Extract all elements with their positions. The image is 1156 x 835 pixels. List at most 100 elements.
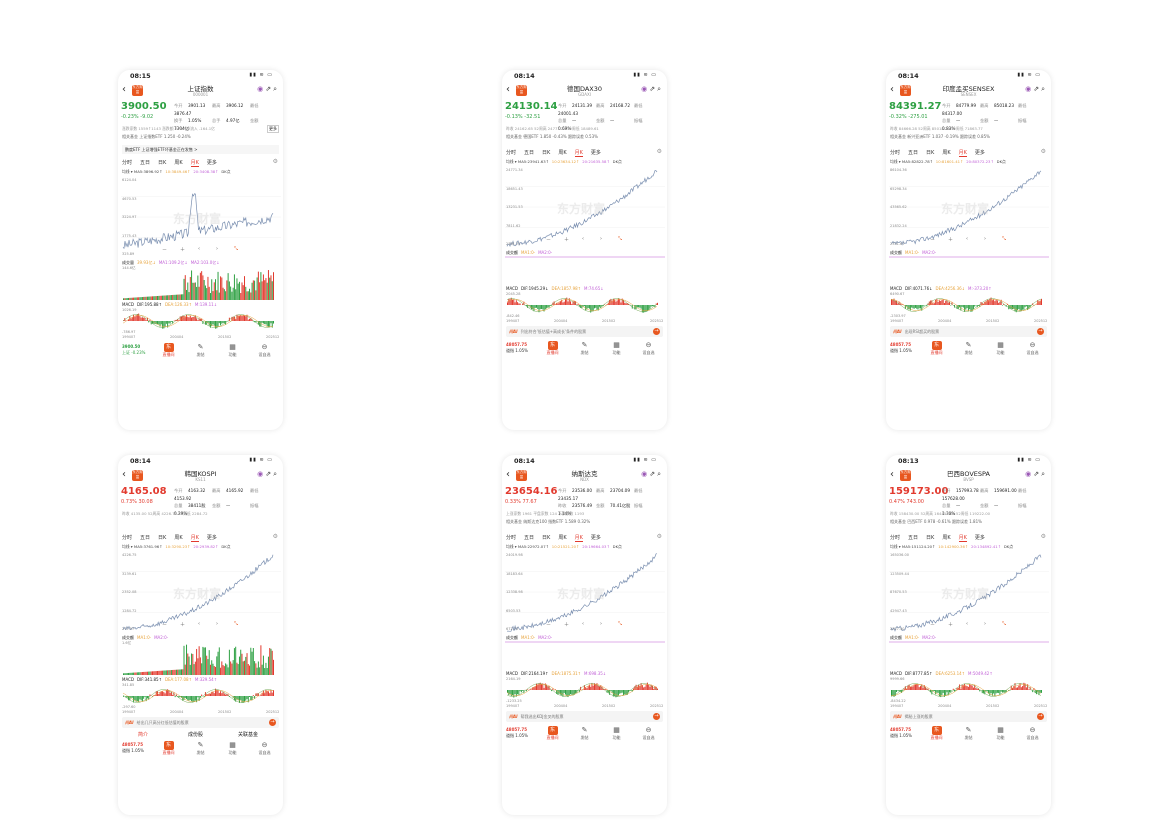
back-icon[interactable]: ‹ <box>122 84 126 95</box>
ai-search-bar[interactable]: 问AI 帮我选出KDJ金叉的股票 → <box>506 711 663 722</box>
chart-control-4[interactable]: ⤡ <box>618 621 623 627</box>
search-icon[interactable]: ⌕ <box>657 85 663 93</box>
tab-5[interactable]: 更多 <box>974 150 985 156</box>
eye-icon[interactable]: ◉ <box>257 470 266 478</box>
chart-control-0[interactable]: － <box>546 237 552 243</box>
search-icon[interactable]: ⌕ <box>273 470 279 478</box>
tab-5[interactable]: 更多 <box>590 535 601 541</box>
index-ticker[interactable]: 48057.75 道指 1.05% <box>506 727 528 739</box>
app-logo[interactable]: 东方财富 <box>516 470 527 481</box>
eye-icon[interactable]: ◉ <box>641 85 650 93</box>
volume-chart[interactable] <box>121 266 281 300</box>
nav-watchlist[interactable]: ⊖ 设自选 <box>252 343 277 358</box>
tab-4[interactable]: 月K <box>574 150 583 157</box>
tab-3[interactable]: 周K <box>558 150 567 156</box>
search-icon[interactable]: ⌕ <box>1041 470 1047 478</box>
share-icon[interactable]: ⇗ <box>649 470 658 478</box>
chart-control-2[interactable]: ‹ <box>582 621 584 627</box>
related-fund[interactable]: 相关基金 巴西ETF 0.978 -0.61% 跟踪误差 1.81% <box>890 519 982 524</box>
app-logo[interactable]: 东方财富 <box>132 470 143 481</box>
tab-2[interactable]: 日K <box>926 150 935 156</box>
nav-live[interactable]: 东直播间 <box>540 341 565 356</box>
tab-1[interactable]: 五日 <box>140 160 151 166</box>
tab-3[interactable]: 周K <box>942 150 951 156</box>
tab-4[interactable]: 月K <box>190 535 199 542</box>
chart-control-0[interactable]: － <box>930 622 936 628</box>
tab-0[interactable]: 分时 <box>890 150 901 156</box>
back-icon[interactable]: ‹ <box>890 469 894 480</box>
chart-control-2[interactable]: ‹ <box>966 621 968 627</box>
tab-5[interactable]: 更多 <box>206 160 217 166</box>
price-chart[interactable] <box>889 166 1049 248</box>
more-button[interactable]: 更多 <box>267 125 279 133</box>
settings-icon[interactable]: ⚙ <box>1040 148 1046 155</box>
search-icon[interactable]: ⌕ <box>657 470 663 478</box>
chart-control-1[interactable]: ＋ <box>564 237 570 243</box>
nav-post[interactable]: ✎ 发帖 <box>572 341 597 356</box>
share-icon[interactable]: ⇗ <box>649 85 658 93</box>
nav-live[interactable]: 东直播间 <box>924 341 949 356</box>
app-logo[interactable]: 东方财富 <box>132 85 143 96</box>
tab-4[interactable]: 月K <box>190 160 199 167</box>
chart-control-1[interactable]: ＋ <box>948 622 954 628</box>
price-chart[interactable] <box>121 551 281 633</box>
back-icon[interactable]: ‹ <box>506 469 510 480</box>
tab-0[interactable]: 分时 <box>890 535 901 541</box>
tab-3[interactable]: 周K <box>942 535 951 541</box>
ai-search-bar[interactable]: 问AI 出现RSI超买的股票 → <box>890 326 1047 337</box>
macd-chart[interactable] <box>121 683 281 709</box>
share-icon[interactable]: ⇗ <box>1033 470 1042 478</box>
nav-watchlist[interactable]: ⊖ 设自选 <box>1020 726 1045 741</box>
tab-1[interactable]: 五日 <box>140 535 151 541</box>
price-chart[interactable] <box>505 166 665 248</box>
chart-control-4[interactable]: ⤡ <box>234 246 239 252</box>
eye-icon[interactable]: ◉ <box>257 85 266 93</box>
chart-control-3[interactable]: › <box>600 236 602 242</box>
settings-icon[interactable]: ⚙ <box>656 148 662 155</box>
ai-search-bar[interactable]: 问AI 揭秘上涨的股票 → <box>890 711 1047 722</box>
chart-control-3[interactable]: › <box>216 246 218 252</box>
app-logo[interactable]: 东方财富 <box>516 85 527 96</box>
related-fund[interactable]: 相关基金 新兴亚洲ETF 1.037 -0.19% 跟踪误差 0.85% <box>890 134 990 139</box>
nav-functions[interactable]: ▦ 功能 <box>604 341 629 356</box>
app-logo[interactable]: 东方财富 <box>900 470 911 481</box>
arrow-right-icon[interactable]: → <box>653 713 660 720</box>
nav-functions[interactable]: ▦ 功能 <box>220 343 245 358</box>
chart-control-3[interactable]: › <box>216 621 218 627</box>
macd-chart[interactable] <box>505 292 665 318</box>
settings-icon[interactable]: ⚙ <box>1040 533 1046 540</box>
share-icon[interactable]: ⇗ <box>265 470 274 478</box>
nav-post[interactable]: ✎ 发帖 <box>956 341 981 356</box>
nav-functions[interactable]: ▦ 功能 <box>220 741 245 756</box>
tab-2[interactable]: 日K <box>158 160 167 166</box>
nav-functions[interactable]: ▦ 功能 <box>604 726 629 741</box>
ai-search-bar[interactable]: 问AI 给出几只高分红低估值的股票 → <box>122 717 279 728</box>
back-icon[interactable]: ‹ <box>122 469 126 480</box>
chart-control-1[interactable]: ＋ <box>180 247 186 253</box>
nav-post[interactable]: ✎ 发帖 <box>188 741 213 756</box>
promo-banner[interactable]: 鹏度ETF 上证增强ETF坏基金正在发售 > <box>122 145 279 154</box>
related-fund[interactable]: 相关基金 纳斯达克100 指数ETF 1.589 0.32% <box>506 519 591 524</box>
chart-control-4[interactable]: ⤡ <box>1002 621 1007 627</box>
index-ticker[interactable]: 48057.75 道指 1.05% <box>890 727 912 739</box>
nav-watchlist[interactable]: ⊖ 设自选 <box>636 341 661 356</box>
chart-control-0[interactable]: － <box>930 237 936 243</box>
search-icon[interactable]: ⌕ <box>273 85 279 93</box>
tab-1[interactable]: 五日 <box>908 150 919 156</box>
back-icon[interactable]: ‹ <box>506 84 510 95</box>
nav-live[interactable]: 东直播间 <box>924 726 949 741</box>
tab-5[interactable]: 更多 <box>206 535 217 541</box>
settings-icon[interactable]: ⚙ <box>656 533 662 540</box>
chart-control-3[interactable]: › <box>600 621 602 627</box>
tab-3[interactable]: 周K <box>558 535 567 541</box>
nav-watchlist[interactable]: ⊖ 设自选 <box>1020 341 1045 356</box>
tab-5[interactable]: 更多 <box>974 535 985 541</box>
nav-functions[interactable]: ▦ 功能 <box>988 726 1013 741</box>
nav-watchlist[interactable]: ⊖ 设自选 <box>636 726 661 741</box>
index-ticker[interactable]: 48057.75 道指 1.05% <box>890 342 912 354</box>
share-icon[interactable]: ⇗ <box>265 85 274 93</box>
arrow-right-icon[interactable]: → <box>1037 328 1044 335</box>
tab-2[interactable]: 日K <box>158 535 167 541</box>
index-ticker[interactable]: 3900.50 上证 -0.23% <box>122 344 145 356</box>
nav-live[interactable]: 东直播间 <box>156 343 181 358</box>
